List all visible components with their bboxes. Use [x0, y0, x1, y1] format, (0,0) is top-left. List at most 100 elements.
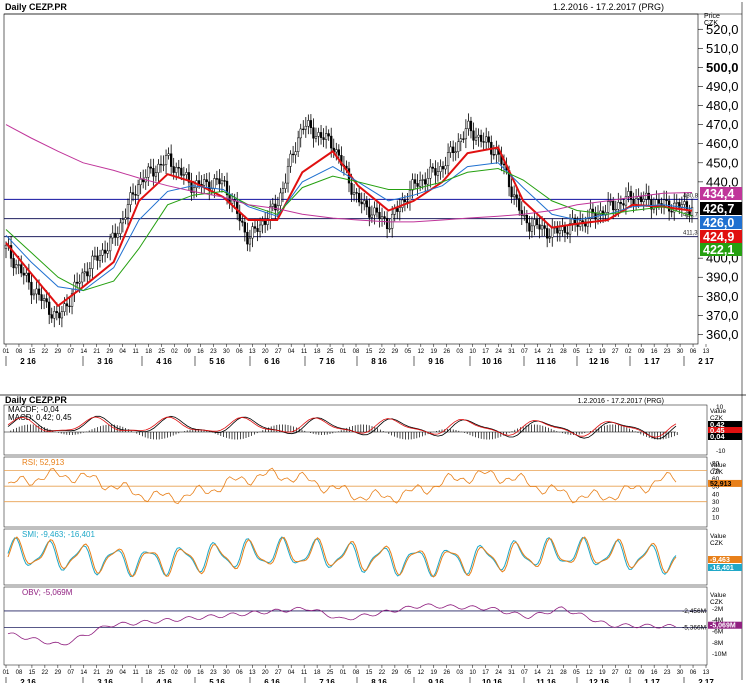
candle-body	[4, 244, 8, 249]
x-month-label: 1 17	[644, 357, 660, 366]
candle-body	[566, 232, 569, 235]
x-day-label: 04	[288, 670, 295, 676]
x-day-label: 01	[340, 349, 347, 355]
candle-body	[388, 228, 391, 230]
x-month-label: 11 16	[536, 678, 556, 683]
candle-body	[119, 222, 122, 235]
x-day-label: 09	[184, 349, 191, 355]
candle-body	[157, 163, 160, 173]
candle-body	[622, 203, 625, 206]
candle-body	[683, 201, 686, 205]
candle-body	[380, 216, 384, 220]
candle-body	[459, 138, 462, 143]
candle-body	[261, 220, 264, 226]
candle-body	[167, 153, 170, 156]
candle-body	[492, 154, 495, 156]
candle-body	[614, 209, 617, 211]
obv-line	[7, 603, 677, 646]
macd-line	[7, 415, 677, 440]
candle-body	[162, 164, 165, 166]
x-day-label: 31	[508, 670, 515, 676]
x-day-label: 19	[599, 670, 606, 676]
x-month-label: 2 16	[20, 357, 36, 366]
candle-body	[297, 137, 300, 152]
candle-body	[65, 303, 69, 307]
x-day-label: 01	[3, 349, 10, 355]
obv-label: OBV; -5,069M	[22, 588, 73, 597]
x-month-label: 9 16	[428, 357, 444, 366]
price-tick-label: 470,0	[706, 117, 739, 132]
candle-body	[124, 217, 127, 220]
x-day-label: 18	[314, 349, 321, 355]
x-day-label: 09	[638, 670, 645, 676]
x-month-label: 10 16	[482, 678, 503, 683]
x-day-label: 25	[158, 349, 165, 355]
candle-body	[434, 168, 437, 176]
candle-body	[645, 192, 648, 200]
x-day-label: 05	[573, 349, 580, 355]
candle-body	[441, 166, 445, 170]
candle-body	[182, 174, 186, 176]
candle-body	[264, 220, 267, 225]
x-month-label: 4 16	[156, 678, 172, 683]
candle-body	[558, 230, 562, 234]
candle-body	[429, 166, 432, 179]
x-day-label: 22	[42, 349, 49, 355]
candle-body	[281, 188, 285, 194]
candle-body	[391, 213, 394, 229]
price-badge-label: 426,7	[703, 202, 734, 216]
x-day-label: 15	[366, 670, 373, 676]
x-day-label: 25	[327, 670, 334, 676]
candle-body	[482, 141, 485, 143]
x-day-label: 26	[443, 349, 450, 355]
rsi-tick-label: 80	[712, 460, 720, 467]
x-day-label: 13	[703, 670, 710, 676]
rsi-label: RSI; 52,913	[22, 458, 65, 467]
price-badge-label: 434,4	[703, 187, 734, 201]
price-tick-label: 380,0	[706, 289, 739, 304]
candle-body	[17, 264, 20, 266]
candle-body	[324, 133, 328, 140]
x-day-label: 29	[106, 670, 113, 676]
candle-body	[175, 167, 178, 173]
x-month-label: 7 16	[319, 357, 335, 366]
candle-body	[647, 192, 650, 200]
candle-body	[225, 180, 229, 196]
x-day-label: 20	[262, 670, 269, 676]
candle-body	[32, 293, 36, 296]
candle-body	[159, 163, 163, 166]
candle-body	[335, 149, 338, 153]
candle-body	[413, 179, 417, 184]
candle-body	[58, 312, 61, 319]
candle-body	[385, 217, 389, 229]
candle-body	[502, 163, 506, 166]
price-tick-label: 520,0	[706, 22, 739, 37]
x-day-label: 13	[249, 349, 256, 355]
rsi-badge	[708, 479, 742, 487]
obv-tick-label: -4M	[712, 617, 723, 624]
candle-body	[215, 178, 219, 180]
x-day-label: 27	[612, 349, 619, 355]
candle-body	[370, 214, 374, 218]
candle-body	[457, 141, 460, 152]
candle-body	[243, 222, 246, 233]
candle-body	[520, 210, 523, 216]
macd-label: MACDF; -0,04	[8, 405, 60, 414]
x-day-label: 27	[275, 670, 282, 676]
x-day-label: 04	[119, 349, 126, 355]
price-badge	[700, 187, 742, 200]
level-label: 430,8	[683, 193, 699, 199]
candle-body	[487, 136, 490, 143]
moving-average-line	[5, 124, 693, 223]
x-day-label: 08	[353, 670, 360, 676]
candle-body	[136, 184, 140, 196]
obv-badge	[708, 621, 742, 629]
candle-body	[9, 245, 13, 259]
x-month-label: 9 16	[428, 678, 444, 683]
candle-body	[589, 208, 592, 219]
candle-body	[60, 311, 64, 319]
candle-body	[403, 199, 407, 202]
candle-body	[304, 125, 307, 130]
macd-badge	[708, 433, 742, 440]
candle-body	[469, 120, 473, 132]
